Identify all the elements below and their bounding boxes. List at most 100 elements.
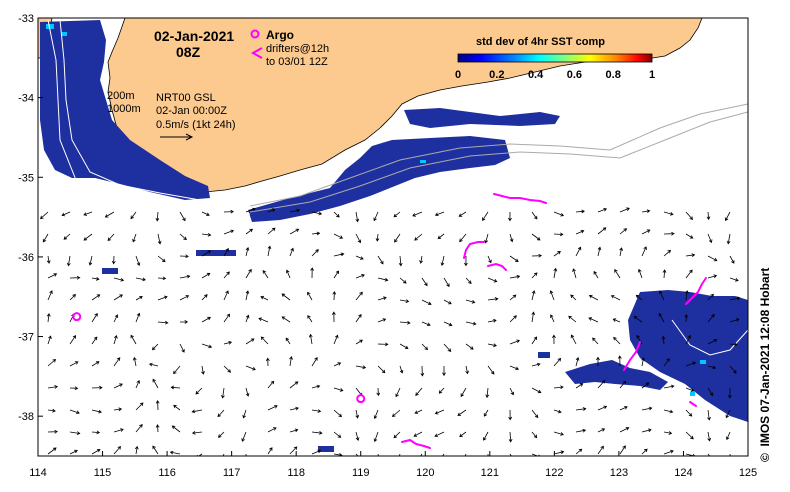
current-vector <box>413 431 423 437</box>
drifter-track-1 <box>493 193 547 204</box>
current-vector <box>91 409 102 414</box>
current-vector <box>421 321 431 327</box>
current-vector <box>151 343 159 351</box>
sst-patch-bay <box>404 108 560 128</box>
current-vector <box>483 409 489 417</box>
current-vector <box>508 211 512 222</box>
current-vector <box>415 387 423 397</box>
drifter-track-2 <box>463 241 485 259</box>
current-vector <box>333 334 339 345</box>
current-vector <box>724 211 731 222</box>
drifter-legend-icon <box>250 47 263 59</box>
current-vector <box>221 387 225 399</box>
current-vector <box>575 356 580 367</box>
current-vector <box>333 431 342 438</box>
current-vector <box>201 211 210 216</box>
current-vector <box>289 208 301 213</box>
current-vector <box>662 269 667 279</box>
current-vector <box>483 431 489 441</box>
current-vector <box>63 233 71 240</box>
current-vector <box>460 387 467 398</box>
current-vector <box>707 233 713 244</box>
current-vector <box>707 365 717 370</box>
current-vector <box>663 249 672 257</box>
copyright-symbol: © <box>758 453 772 462</box>
current-vector <box>729 318 740 323</box>
current-vector <box>333 362 342 367</box>
current-vector <box>267 380 275 389</box>
current-vector <box>223 313 231 323</box>
current-vector <box>575 246 582 257</box>
current-vector <box>636 334 643 345</box>
current-vector <box>355 453 359 456</box>
current-vector <box>531 362 541 367</box>
currents-date: 02-Jan 00:00Z <box>156 105 227 117</box>
current-vector <box>113 428 124 433</box>
current-vector <box>509 294 517 301</box>
current-vector <box>355 291 363 301</box>
colorbar-title: std dev of 4hr SST comp <box>476 36 605 48</box>
current-vector <box>69 409 80 415</box>
current-vector <box>91 430 101 435</box>
current-vector <box>394 233 401 243</box>
drifter-legend-label-2: to 03/01 12Z <box>266 56 328 68</box>
current-vector <box>40 211 49 220</box>
current-vector <box>130 211 137 220</box>
current-vector <box>685 361 697 367</box>
current-vector <box>173 404 181 411</box>
current-vector <box>592 337 599 345</box>
current-vector <box>568 315 577 323</box>
plot-frame <box>37 17 749 457</box>
current-vector <box>531 272 538 279</box>
current-vector <box>619 247 623 257</box>
current-vector <box>575 229 585 235</box>
current-vector <box>267 208 276 213</box>
current-vector <box>485 387 490 399</box>
current-vector <box>509 387 514 396</box>
current-vector <box>373 409 379 420</box>
current-vector <box>685 269 693 279</box>
current-vector <box>308 333 313 345</box>
current-vector <box>487 343 497 348</box>
drifter-track-6 <box>689 401 697 407</box>
current-vector <box>421 277 428 287</box>
current-vector <box>311 430 323 435</box>
current-vector <box>509 365 520 371</box>
current-vector <box>245 290 250 301</box>
current-vector <box>613 336 621 345</box>
current-vector <box>619 406 628 411</box>
current-vector <box>659 290 665 301</box>
current-vector <box>419 255 423 264</box>
current-vector <box>487 318 497 323</box>
current-vector <box>169 450 181 455</box>
map-time: 08Z <box>176 44 201 60</box>
current-vector <box>684 290 689 301</box>
current-vector <box>707 274 718 279</box>
current-vector <box>47 290 53 301</box>
current-vector <box>69 275 81 280</box>
contour-label-200m: 200m <box>107 90 135 102</box>
argo-legend-label: Argo <box>266 28 294 42</box>
drifter-track-3 <box>487 262 507 271</box>
current-vector <box>707 453 711 456</box>
current-vector <box>531 290 536 301</box>
current-vector <box>641 406 653 411</box>
sst-patches <box>40 20 748 452</box>
current-vector <box>245 365 256 371</box>
current-vector <box>726 431 731 441</box>
current-vector <box>201 316 211 323</box>
current-vector <box>217 431 225 438</box>
current-vector <box>355 365 367 370</box>
current-vector <box>333 387 344 392</box>
colorbar-tick-label: 1 <box>649 69 655 81</box>
current-vector <box>377 277 389 282</box>
current-vector <box>179 320 189 324</box>
current-vector <box>663 409 674 414</box>
current-vector <box>465 321 477 326</box>
current-vector <box>617 355 622 367</box>
current-vector <box>42 233 49 243</box>
current-vector <box>223 365 232 373</box>
current-vector <box>113 294 123 301</box>
current-vector <box>575 407 587 411</box>
current-vector <box>260 295 269 301</box>
